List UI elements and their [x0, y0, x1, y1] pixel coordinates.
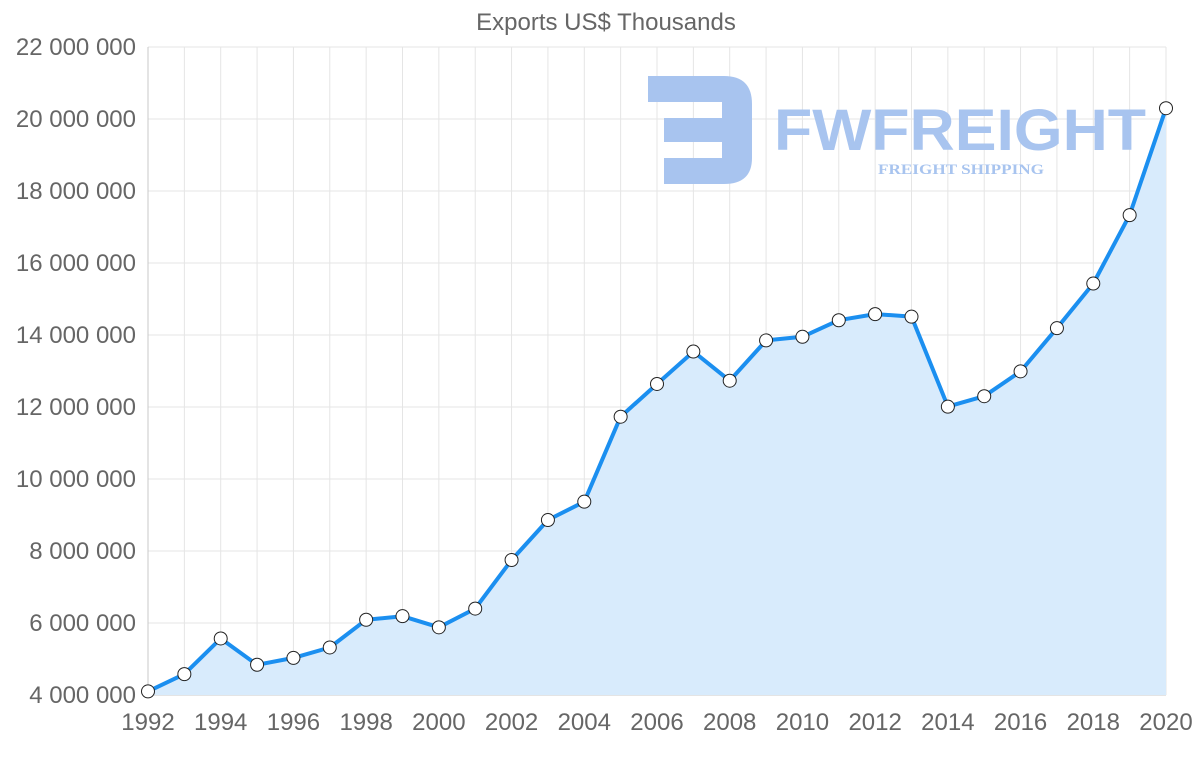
x-axis-ticks: 1992 1994 1996 1998 2000 2002 2004 2006 2008 2010… — [121, 709, 1192, 736]
x-tick-label: 2006 — [630, 709, 683, 736]
y-tick-label: 14 000 000 — [16, 322, 136, 349]
data-point[interactable] — [904, 309, 919, 324]
data-point[interactable] — [359, 612, 374, 627]
data-point[interactable] — [177, 667, 192, 682]
y-tick-label: 12 000 000 — [16, 394, 136, 421]
data-point[interactable] — [686, 344, 701, 359]
x-tick-label: 2018 — [1067, 709, 1120, 736]
x-tick-label: 2004 — [558, 709, 611, 736]
y-tick-label: 18 000 000 — [16, 178, 136, 205]
x-tick-label: 1998 — [339, 709, 392, 736]
y-axis-ticks: 4 000 000 6 000 000 8 000 000 10 000 000 12 … — [16, 34, 136, 709]
x-tick-label: 2002 — [485, 709, 538, 736]
data-point[interactable] — [250, 657, 265, 672]
y-tick-label: 8 000 000 — [29, 538, 136, 565]
x-tick-label: 2016 — [994, 709, 1047, 736]
data-point[interactable] — [286, 650, 301, 665]
x-tick-label: 2000 — [412, 709, 465, 736]
data-point[interactable] — [795, 329, 810, 344]
y-tick-label: 4 000 000 — [29, 682, 136, 709]
data-point[interactable] — [940, 399, 955, 414]
data-point[interactable] — [613, 409, 628, 424]
x-tick-label: 2020 — [1139, 709, 1192, 736]
x-tick-label: 2012 — [848, 709, 901, 736]
data-point[interactable] — [759, 333, 774, 348]
data-point[interactable] — [868, 307, 883, 322]
watermark-tagline: FREIGHT SHIPPING — [878, 162, 1044, 178]
data-point[interactable] — [1122, 208, 1137, 223]
data-point[interactable] — [141, 684, 155, 699]
data-point[interactable] — [1159, 101, 1173, 116]
data-point[interactable] — [468, 601, 483, 616]
data-point[interactable] — [1049, 321, 1064, 336]
x-tick-label: 2014 — [921, 709, 974, 736]
x-tick-label: 2010 — [776, 709, 829, 736]
data-point[interactable] — [540, 513, 555, 528]
data-point[interactable] — [213, 631, 228, 646]
x-tick-label: 1992 — [121, 709, 174, 736]
data-point[interactable] — [977, 389, 992, 404]
data-point[interactable] — [650, 376, 664, 391]
chart-title: Exports US$ Thousands — [476, 9, 736, 36]
data-point[interactable] — [722, 373, 737, 388]
data-point[interactable] — [1086, 276, 1101, 291]
y-tick-label: 6 000 000 — [29, 610, 136, 637]
series-points — [141, 101, 1173, 699]
series-area — [148, 108, 1166, 695]
data-point[interactable] — [577, 494, 592, 509]
data-point[interactable] — [431, 620, 446, 635]
y-tick-label: 20 000 000 — [16, 106, 136, 133]
data-point[interactable] — [504, 553, 519, 567]
watermark-brand: FWFREIGHT — [774, 98, 1146, 163]
data-point[interactable] — [322, 640, 337, 655]
fwfreight-watermark: FWFREIGHT FREIGHT SHIPPING — [648, 76, 1146, 184]
data-point[interactable] — [831, 313, 846, 328]
y-tick-label: 22 000 000 — [16, 34, 136, 61]
x-tick-label: 2008 — [703, 709, 756, 736]
y-tick-label: 10 000 000 — [16, 466, 136, 493]
data-point[interactable] — [1013, 364, 1028, 379]
data-point[interactable] — [395, 609, 410, 624]
x-tick-label: 1996 — [267, 709, 320, 736]
fwfreight-logo-icon — [648, 76, 752, 184]
y-tick-label: 16 000 000 — [16, 250, 136, 277]
x-tick-label: 1994 — [194, 709, 247, 736]
